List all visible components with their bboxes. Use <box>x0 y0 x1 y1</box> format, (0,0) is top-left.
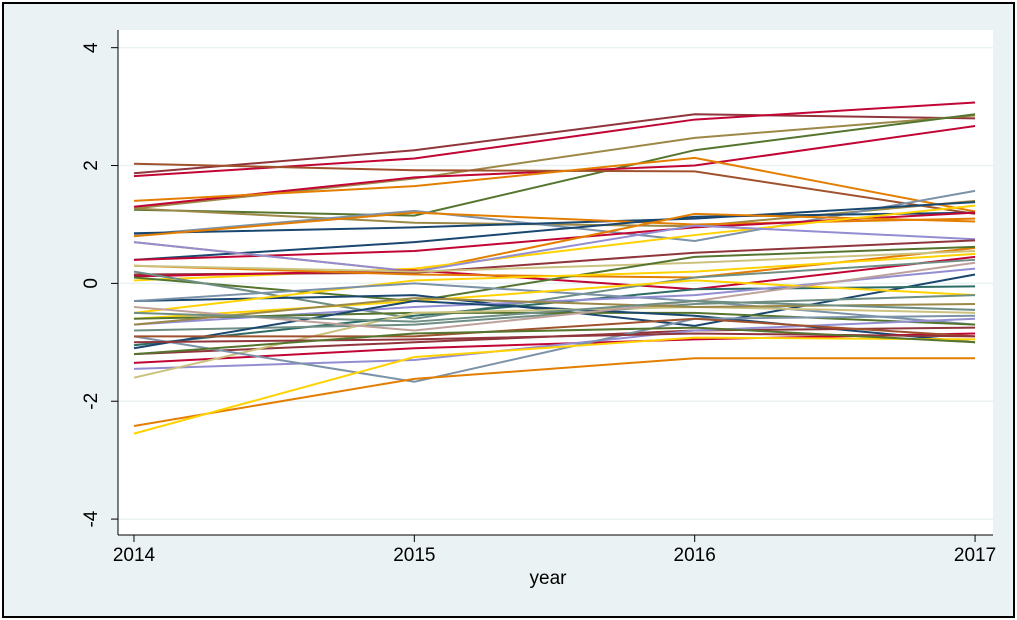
series-line <box>133 245 976 303</box>
series-line <box>133 261 976 332</box>
y-tick-label: -2 <box>81 393 102 410</box>
grid <box>118 46 993 520</box>
series-line <box>133 113 976 217</box>
series-line <box>133 311 976 326</box>
series-line <box>133 199 976 228</box>
y-tick-label: 4 <box>81 42 102 53</box>
series-line <box>133 249 976 273</box>
series-line <box>133 326 976 356</box>
x-tick-label: 2015 <box>393 545 435 566</box>
series-line <box>133 211 976 261</box>
series-line <box>133 336 976 435</box>
series-line <box>133 156 976 213</box>
series-line <box>133 357 976 427</box>
series-line <box>133 224 976 273</box>
series-line <box>133 211 976 238</box>
series-line <box>133 317 976 370</box>
series-line <box>133 189 976 242</box>
axes: -4 -2 0 2 4 2014 2015 2016 2017 <box>81 30 996 566</box>
series-line <box>133 252 976 314</box>
y-tick-label: 0 <box>81 278 102 289</box>
plot-region <box>118 30 993 535</box>
series-line <box>133 279 976 320</box>
series-line <box>133 201 976 235</box>
x-tick-label: 2014 <box>113 545 156 566</box>
series-line <box>133 305 976 379</box>
series-line <box>133 162 976 215</box>
y-tick-label: -4 <box>81 510 102 527</box>
series-line <box>133 317 976 338</box>
series-line <box>133 332 976 364</box>
lines <box>133 101 976 435</box>
series-line <box>133 258 976 320</box>
series-line <box>133 294 976 332</box>
x-tick-label: 2017 <box>954 545 996 566</box>
series-line <box>133 282 976 326</box>
x-axis-label: year <box>530 568 568 589</box>
y-tick-label: 2 <box>81 160 102 171</box>
series-line <box>133 300 976 323</box>
series-line <box>133 314 976 383</box>
x-tick-label: 2016 <box>674 545 716 566</box>
series-line <box>133 113 976 175</box>
